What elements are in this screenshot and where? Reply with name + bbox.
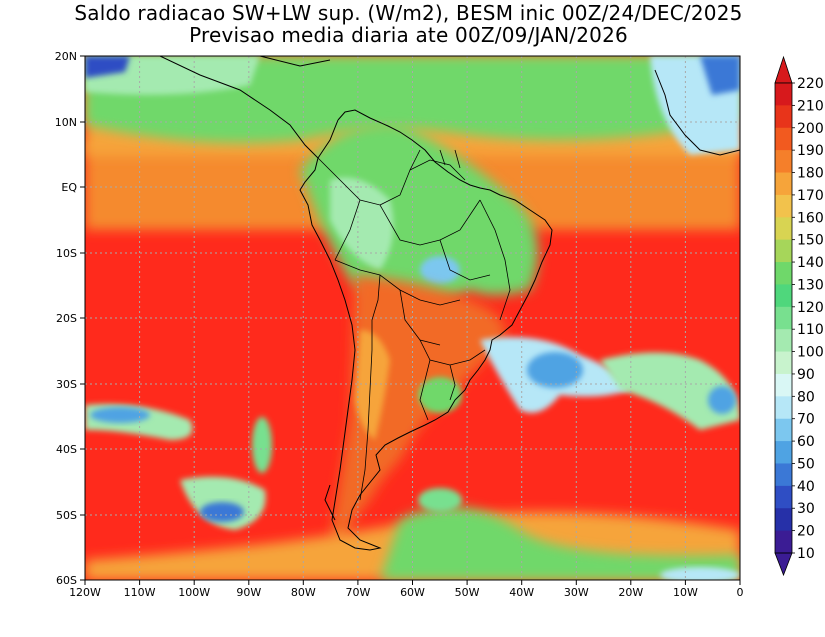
colorbar-segment <box>775 83 792 106</box>
latitude-labels: 20N 10N EQ 10S 20S 30S 40S 50S 60S <box>55 50 78 587</box>
colorbar-segment <box>775 306 792 330</box>
south-atlantic-blue-patch <box>527 352 583 388</box>
colorbar-segment <box>775 530 792 554</box>
lat-label-60s: 60S <box>56 574 77 587</box>
lat-label-20s: 20S <box>56 312 77 325</box>
colorbar: 220 210 200 190 180 170 160 150 140 130 120 110 100 9… <box>774 55 824 577</box>
colorbar-segment <box>775 239 792 263</box>
lon-label-90w: 90W <box>236 586 261 599</box>
country-borders <box>317 149 511 501</box>
map-title-line2: Previsao media diaria ate 00Z/09/JAN/202… <box>189 23 628 47</box>
colorbar-label: 190 <box>797 143 824 159</box>
colorbar-label: 140 <box>797 255 824 271</box>
colorbar-segment <box>775 441 792 464</box>
colorbar-segment <box>775 373 792 397</box>
axis-ticks <box>80 55 741 585</box>
colorbar-segment <box>775 485 792 509</box>
colorbar-segment <box>775 127 792 151</box>
lon-label-40w: 40W <box>509 586 534 599</box>
lon-label-70w: 70W <box>345 586 370 599</box>
colorbar-label: 100 <box>797 345 824 361</box>
colorbar-label: 90 <box>797 367 815 383</box>
colorbar-label: 110 <box>797 322 824 338</box>
colorbar-bottom-arrow <box>774 552 793 577</box>
lon-label-20w: 20W <box>618 586 643 599</box>
lat-label-eq: EQ <box>61 181 77 194</box>
colorbar-label: 80 <box>797 389 815 405</box>
lon-label-30w: 30W <box>564 586 589 599</box>
colorbar-segment <box>775 105 792 129</box>
lon-label-80w: 80W <box>291 586 316 599</box>
colorbar-segment <box>775 172 792 196</box>
colorbar-label: 160 <box>797 210 824 226</box>
lat-label-10s: 10S <box>56 247 77 260</box>
longitude-labels: 120W 110W 100W 90W 80W 70W 60W 50W 40W 3… <box>69 586 743 599</box>
colorbar-segment <box>775 329 792 352</box>
lat-label-10n: 10N <box>55 116 77 129</box>
colorbar-label: 30 <box>797 501 815 517</box>
colorbar-label: 200 <box>797 121 824 137</box>
lon-label-10w: 10W <box>673 586 698 599</box>
lon-label-110w: 110W <box>124 586 156 599</box>
colorbar-segment <box>775 150 792 173</box>
colorbar-segment <box>775 262 792 285</box>
colorbar-outline <box>774 82 793 554</box>
south-green-belt <box>380 507 740 580</box>
colorbar-segment <box>775 351 792 375</box>
colorbar-label: 60 <box>797 434 815 450</box>
colorbar-segment <box>775 463 792 487</box>
colorbar-label: 210 <box>797 98 824 114</box>
colorbar-label: 180 <box>797 166 824 182</box>
colorbar-label: 20 <box>797 524 815 540</box>
colorbar-segment <box>775 284 792 308</box>
lat-label-50s: 50S <box>56 509 77 522</box>
lon-label-120w: 120W <box>69 586 101 599</box>
colorbar-segment <box>775 508 792 532</box>
pacific-blue-patch <box>200 502 244 522</box>
colorbar-label: 130 <box>797 277 824 293</box>
colorbar-label: 70 <box>797 412 815 428</box>
colorbar-label: 50 <box>797 456 815 472</box>
colorbar-label: 220 <box>797 76 824 92</box>
graticule <box>85 56 740 580</box>
lon-label-50w: 50W <box>455 586 480 599</box>
north-blue-patch <box>85 56 130 78</box>
map-title-line1: Saldo radiacao SW+LW sup. (W/m2), BESM i… <box>74 1 743 25</box>
lon-label-100w: 100W <box>178 586 210 599</box>
colorbar-label: 170 <box>797 188 824 204</box>
colorbar-segment <box>775 396 792 420</box>
colorbar-segment <box>775 418 792 442</box>
colorbar-segment <box>775 194 792 218</box>
lon-label-60w: 60W <box>400 586 425 599</box>
colorbar-label: 40 <box>797 479 815 495</box>
colorbar-label: 150 <box>797 233 824 249</box>
lon-label-0: 0 <box>737 586 744 599</box>
colorbar-top-arrow <box>774 55 793 84</box>
lat-label-20n: 20N <box>55 50 77 63</box>
colorbar-label: 120 <box>797 300 824 316</box>
coastlines <box>159 56 740 551</box>
radiation-field <box>85 56 740 580</box>
colorbar-segment <box>775 217 792 241</box>
lat-label-40s: 40S <box>56 443 77 456</box>
colorbar-label: 10 <box>797 546 815 562</box>
lat-label-30s: 30S <box>56 378 77 391</box>
